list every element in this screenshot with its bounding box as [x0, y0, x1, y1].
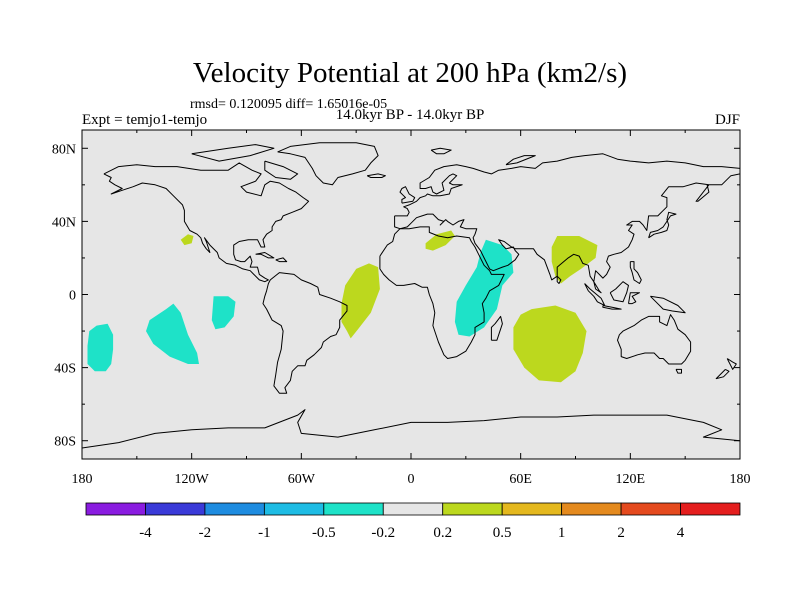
coastline-java: [602, 305, 622, 310]
colorbar-label: -0.2: [371, 525, 395, 541]
contour-region-south-pacific-west: [87, 323, 114, 372]
colorbar-swatch: [382, 502, 444, 516]
coastline-japan: [648, 211, 677, 239]
coastline-new-zealand-south: [715, 368, 730, 380]
axis-ticks: 180 120W 60W 0 60E 120E 180 80N 40N 0 40S 80S: [52, 130, 751, 487]
coastline-tasmania: [675, 368, 682, 374]
coastline-philippines: [629, 261, 642, 284]
x-tick-label: 180: [730, 472, 751, 487]
coastline-hispaniola: [275, 257, 288, 263]
coastlines: [82, 142, 740, 449]
contour-regions: [87, 230, 598, 383]
colorbar-label: 4: [677, 525, 685, 541]
contour-region-tropical-atlantic: [341, 263, 380, 339]
coastline-baffin-island: [264, 160, 299, 180]
coastline-cuba: [255, 252, 275, 259]
colorbar-swatch: [620, 502, 681, 516]
coastline-sumatra: [584, 283, 606, 306]
coastline-borneo: [609, 281, 629, 303]
coastline-eurasia: [394, 173, 740, 294]
coastline-sri-lanka: [556, 275, 562, 284]
colorbar-swatch: [145, 502, 206, 516]
coastline-great-britain: [399, 186, 416, 204]
y-tick-label: 0: [69, 289, 76, 304]
x-tick-label: 120W: [175, 472, 210, 487]
colorbar-swatch: [263, 502, 325, 516]
coastline-iceland: [366, 173, 386, 178]
coastline-novaya-zemlya: [505, 155, 536, 166]
contour-region-north-pacific-small: [180, 234, 194, 246]
colorbar-label: 0.2: [433, 525, 452, 541]
coastline-eurasia-arctic: [394, 153, 740, 217]
season-label: DJF: [715, 112, 740, 128]
coastline-greenland: [277, 142, 379, 186]
chart-title: Velocity Potential at 200 hPa (km2/s): [193, 57, 627, 89]
colorbar-swatch: [501, 502, 563, 516]
coastline-antarctica: [82, 409, 740, 449]
y-tick-label: 80N: [52, 142, 76, 157]
y-tick-label: 40N: [52, 215, 76, 230]
coastline-north-america: [103, 162, 310, 283]
x-tick-label: 120E: [616, 472, 646, 487]
colorbar-label: 2: [617, 525, 625, 541]
x-tick-label: 0: [408, 472, 415, 487]
colorbar-label: -4: [139, 525, 152, 541]
coastline-new-zealand-north: [726, 358, 737, 370]
colorbar-swatch: [680, 502, 741, 516]
contour-region-bay-of-bengal: [551, 236, 598, 284]
colorbar-swatch: [85, 502, 146, 516]
experiment-label: Expt = temjo1-temjo: [82, 112, 207, 128]
coastline-australia: [617, 314, 692, 365]
coastline-new-guinea: [650, 295, 686, 314]
contour-region-north-africa: [425, 230, 455, 251]
x-tick-label: 60E: [509, 472, 532, 487]
colorbar: -4 -2 -1 -0.5 -0.2 0.2 0.5 1 2 4: [85, 502, 741, 541]
colorbar-label: -0.5: [312, 525, 336, 541]
colorbar-swatch: [442, 502, 503, 516]
colorbar-swatch: [204, 502, 265, 516]
coastline-canadian-arctic-islands: [191, 144, 275, 162]
stats-line: rmsd= 0.120095 diff= 1.65016e-05: [190, 97, 387, 112]
x-tick-label: 60W: [288, 472, 316, 487]
coastline-svalbard: [430, 147, 452, 155]
colorbar-swatch: [323, 502, 384, 516]
colorbar-label: -2: [199, 525, 212, 541]
contour-region-indian-ocean-south: [513, 305, 587, 383]
coastline-sulawesi: [628, 292, 640, 305]
coastline-madagascar: [490, 315, 503, 341]
colorbar-label: -1: [258, 525, 271, 541]
y-tick-label: 80S: [54, 435, 76, 450]
colorbar-swatch: [561, 502, 622, 516]
period-label: 14.0kyr BP - 14.0kyr BP: [336, 107, 485, 123]
colorbar-label: 1: [558, 525, 566, 541]
map-background: [82, 130, 740, 459]
contour-region-south-pacific-central: [146, 303, 199, 364]
coastline-south-america: [262, 272, 348, 394]
x-tick-label: 180: [72, 472, 93, 487]
coastline-africa: [379, 226, 505, 359]
colorbar-label: 0.5: [493, 525, 512, 541]
contour-region-east-africa-arabia: [454, 239, 514, 337]
contour-region-south-pacific-east: [211, 296, 236, 330]
y-tick-label: 40S: [54, 362, 76, 377]
